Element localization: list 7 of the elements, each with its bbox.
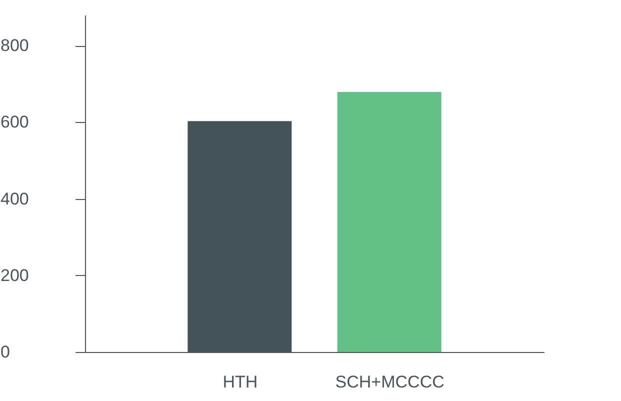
- x-tick-label: HTH: [222, 372, 258, 392]
- y-tick-label: 200: [0, 266, 29, 285]
- y-tick-label: 800: [0, 36, 29, 56]
- x-tick-label: SCH+MCCCC: [335, 372, 444, 392]
- y-tick-label: 600: [0, 112, 29, 132]
- y-tick-label: 400: [0, 189, 29, 208]
- y-tick-label: 0: [0, 342, 10, 362]
